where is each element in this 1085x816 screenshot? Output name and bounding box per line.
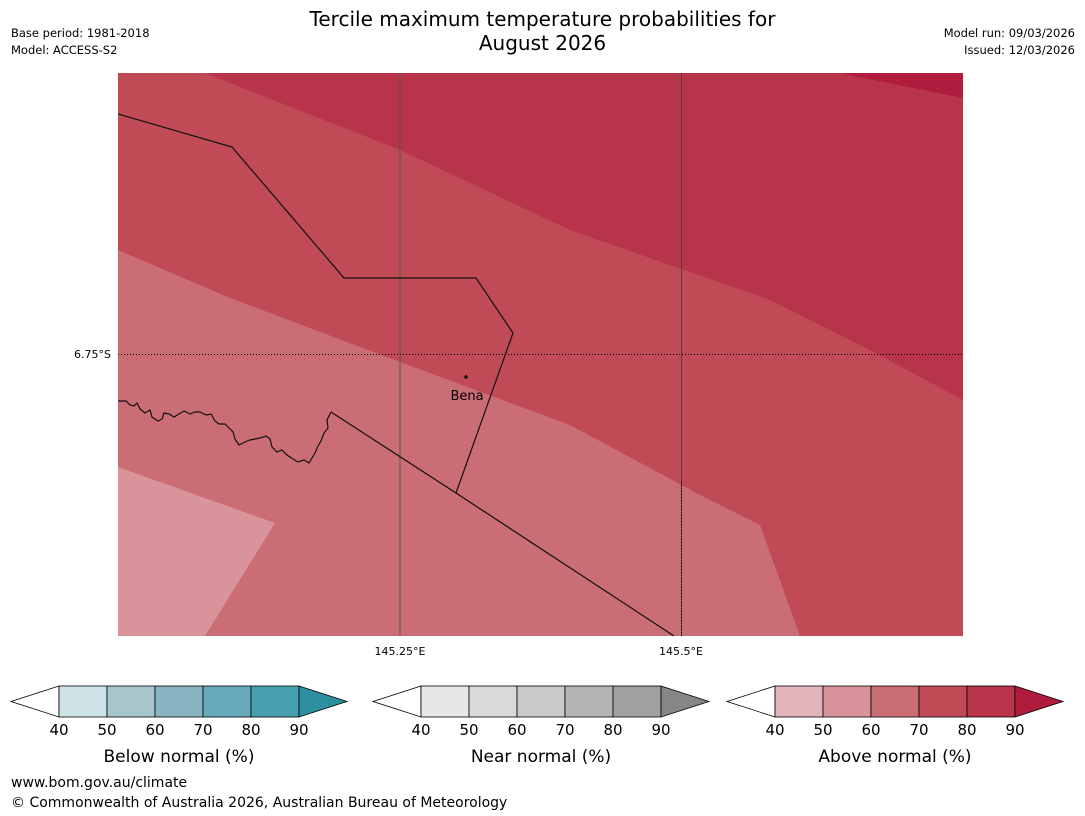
- model-name: Model: ACCESS-S2: [11, 43, 118, 57]
- colorbar-near-label: Near normal (%): [471, 747, 611, 767]
- colorbar-near-high-extend: [660, 685, 711, 718]
- colorbar-below-segment: [202, 685, 252, 718]
- province-boundary: [118, 113, 514, 494]
- colorbar-near-segment: [420, 685, 470, 718]
- footer-url: www.bom.gov.au/climate: [11, 775, 188, 791]
- colorbar-near-tick: 50: [459, 721, 478, 739]
- colorbar-above-tick: 50: [813, 721, 832, 739]
- colorbar-near-tick: 70: [555, 721, 574, 739]
- colorbar-above: 40 50 60 70 80 90 Above normal (%): [725, 685, 1065, 767]
- lat-label: 6.75°S: [74, 348, 111, 361]
- colorbar-legends: 40 50 60 70 80 90 Below normal (%) 40 50 60 70 80 90…: [9, 685, 1065, 767]
- colorbar-near: 40 50 60 70 80 90 Near normal (%): [371, 685, 711, 767]
- lon-label-145-25: 145.25°E: [375, 645, 426, 658]
- colorbar-above-tick: 40: [765, 721, 784, 739]
- colorbar-above-tick: 80: [957, 721, 976, 739]
- lon-label-145-5: 145.5°E: [659, 645, 703, 658]
- colorbar-below: 40 50 60 70 80 90 Below normal (%): [9, 685, 349, 767]
- colorbar-below-segment: [250, 685, 300, 718]
- colorbar-above-tick: 70: [909, 721, 928, 739]
- colorbar-above-high-extend: [1014, 685, 1065, 718]
- colorbar-near-tick: 90: [651, 721, 670, 739]
- band-above-50-60: [118, 467, 275, 636]
- colorbar-below-segment: [106, 685, 156, 718]
- colorbar-above-segment: [918, 685, 968, 718]
- colorbar-below-tick: 90: [289, 721, 308, 739]
- colorbar-below-tick: 70: [193, 721, 212, 739]
- base-period: Base period: 1981-2018: [11, 26, 150, 40]
- colorbar-near-tick: 40: [411, 721, 430, 739]
- colorbar-above-segment: [774, 685, 824, 718]
- colorbar-above-label: Above normal (%): [818, 747, 971, 767]
- issued-date: Issued: 12/03/2026: [964, 43, 1075, 57]
- footer-copyright: © Commonwealth of Australia 2026, Austra…: [11, 795, 508, 811]
- colorbar-below-tick: 60: [145, 721, 164, 739]
- colorbar-below-high-extend: [298, 685, 349, 718]
- colorbar-above-segment: [822, 685, 872, 718]
- colorbar-below-tick: 80: [241, 721, 260, 739]
- colorbar-above-tick: 60: [861, 721, 880, 739]
- colorbar-near-segment: [612, 685, 662, 718]
- colorbar-above-segment: [966, 685, 1016, 718]
- province-boundary-south: [330, 411, 675, 636]
- colorbar-below-tick: 50: [97, 721, 116, 739]
- colorbar-below-segment: [58, 685, 108, 718]
- meta-left: Base period: 1981-2018 Model: ACCESS-S2: [11, 25, 150, 59]
- colorbar-below-low-extend: [9, 685, 60, 718]
- colorbar-below-label: Below normal (%): [104, 747, 255, 767]
- colorbar-below-tick: 40: [49, 721, 68, 739]
- colorbar-near-low-extend: [371, 685, 422, 718]
- colorbar-near-segment: [564, 685, 614, 718]
- colorbar-near-tick: 80: [603, 721, 622, 739]
- place-label-bena: Bena: [450, 389, 483, 404]
- title-line-2: August 2026: [478, 31, 607, 55]
- map-panel: [118, 73, 963, 636]
- colorbar-above-low-extend: [725, 685, 776, 718]
- colorbar-below-segment: [154, 685, 204, 718]
- band-above-60-70: [118, 250, 800, 636]
- colorbar-above-tick: 90: [1005, 721, 1024, 739]
- bena-marker: [464, 375, 468, 379]
- model-run: Model run: 09/03/2026: [943, 26, 1075, 40]
- colorbar-above-segment: [870, 685, 920, 718]
- colorbar-near-segment: [468, 685, 518, 718]
- map-title: Tercile maximum temperature probabilitie…: [0, 7, 1085, 55]
- river-coastline: [118, 400, 332, 464]
- colorbar-near-tick: 60: [507, 721, 526, 739]
- title-line-1: Tercile maximum temperature probabilitie…: [309, 7, 776, 31]
- band-above-90-plus: [840, 73, 963, 98]
- meta-right: Model run: 09/03/2026 Issued: 12/03/2026: [944, 25, 1075, 59]
- colorbar-near-segment: [516, 685, 566, 718]
